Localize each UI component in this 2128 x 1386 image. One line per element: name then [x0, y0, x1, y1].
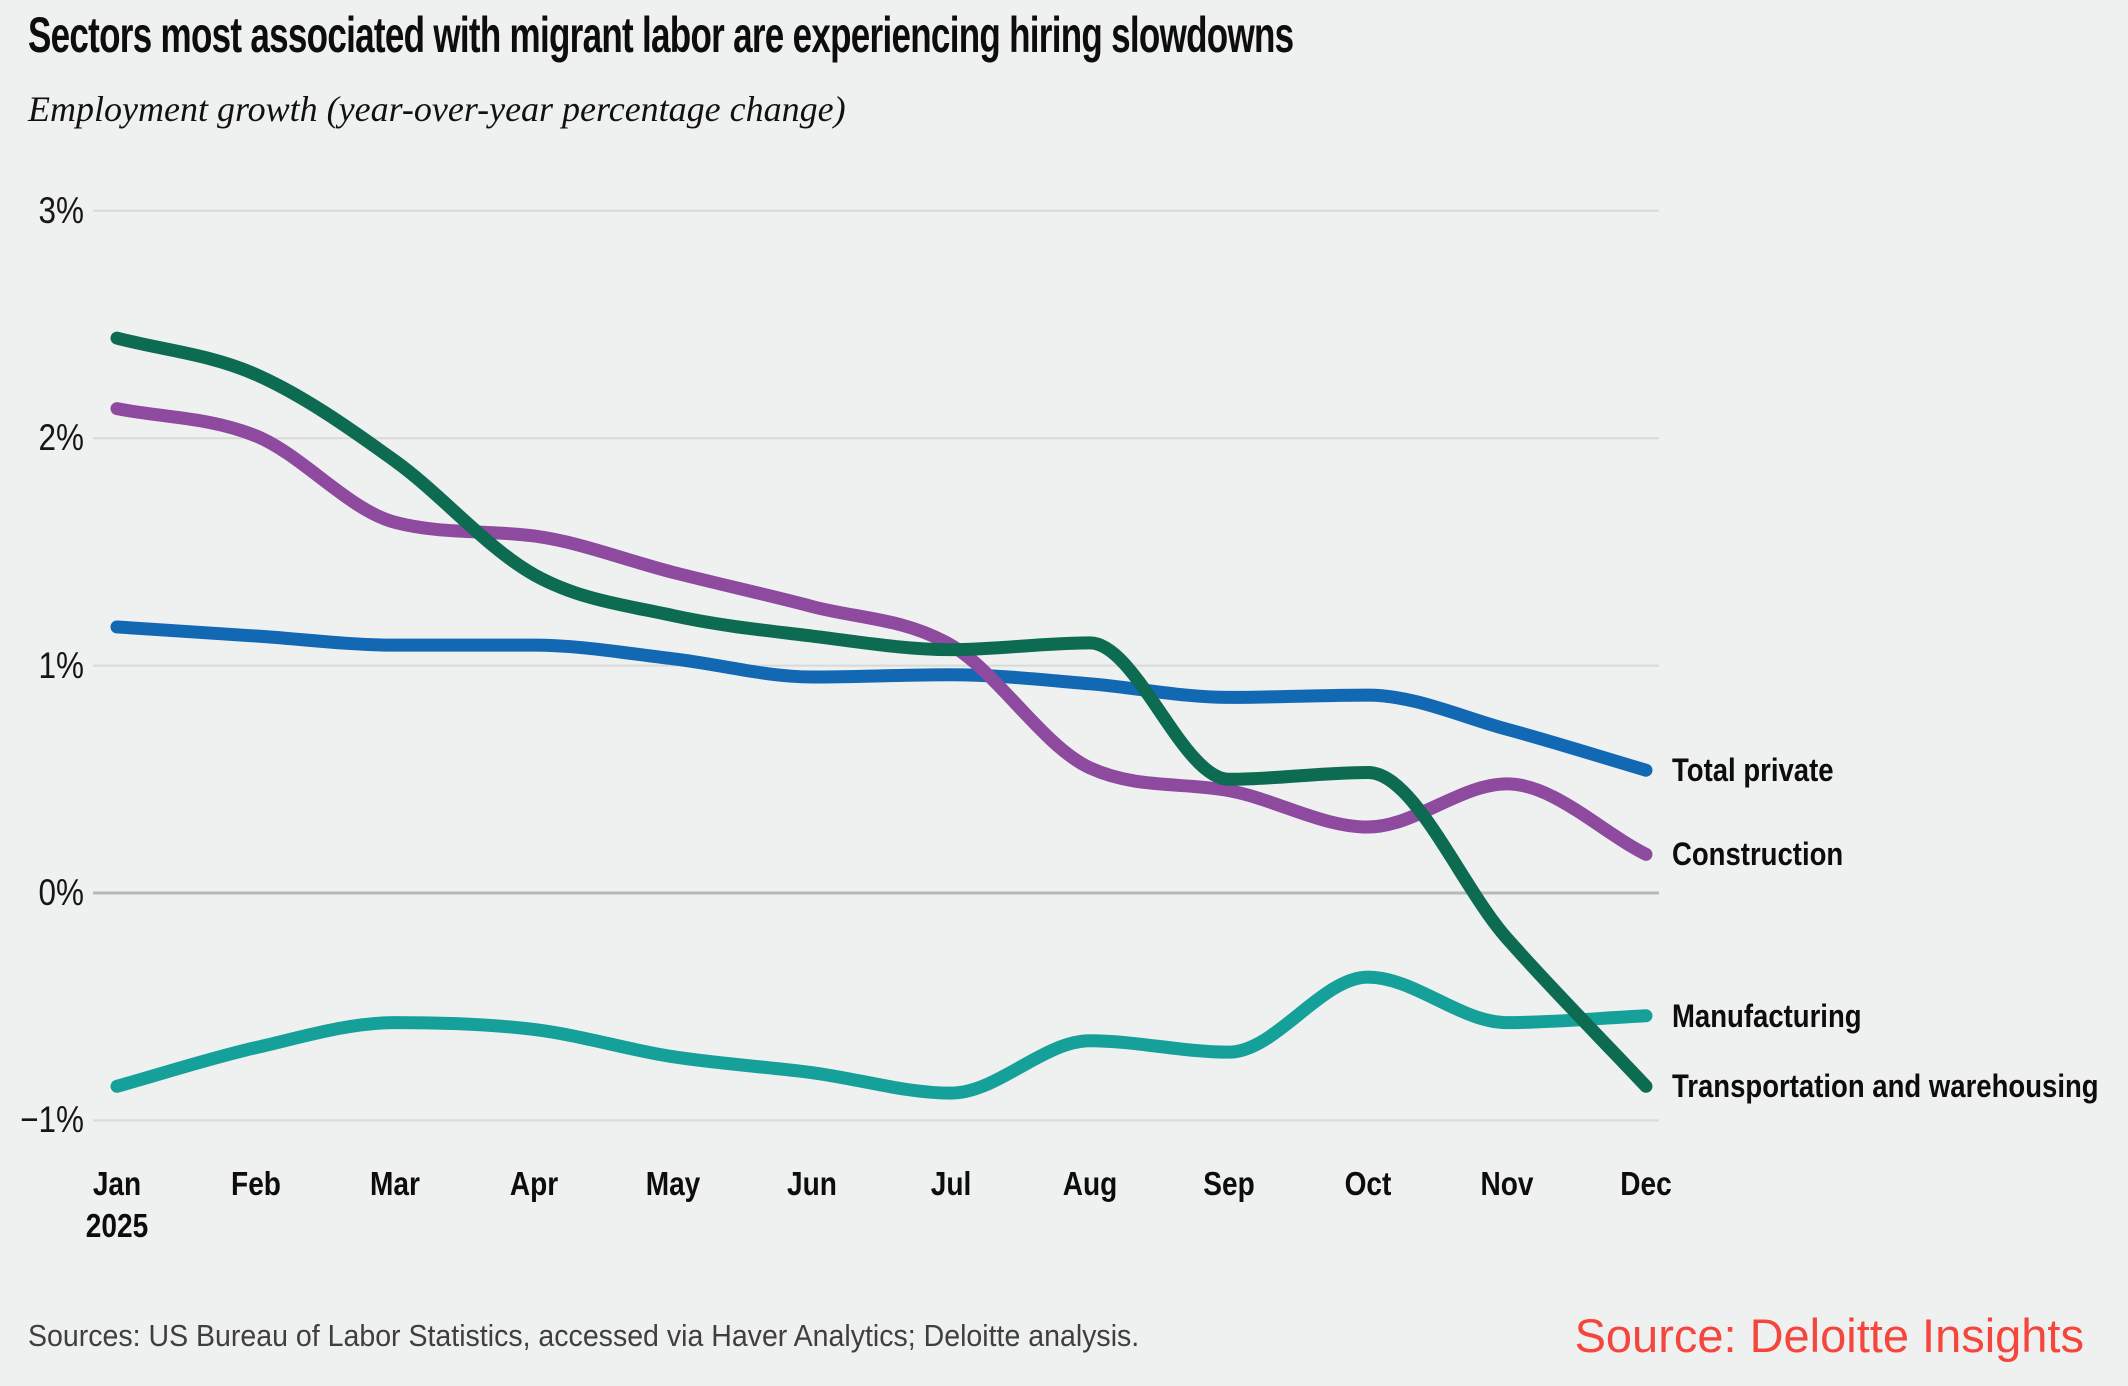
- series-line-construction: [110, 402, 1653, 861]
- x-tick-label-jan: Jan: [92, 1165, 142, 1202]
- series-line-transportation-and-warehousing: [110, 331, 1653, 1093]
- x-tick-label-feb: Feb: [231, 1165, 281, 1202]
- x-axis-year-label: 2025: [85, 1207, 149, 1244]
- x-tick-label-jul: Jul: [930, 1165, 972, 1202]
- attribution: Source: Deloitte Insights: [1574, 1309, 2084, 1362]
- series-label-total-private: Total private: [1672, 752, 1834, 789]
- series-label-transportation-and-warehousing: Transportation and warehousing: [1672, 1068, 2099, 1105]
- x-tick-label-may: May: [645, 1165, 701, 1202]
- y-tick-label-2: 2%: [38, 417, 84, 459]
- x-tick-label-nov: Nov: [1480, 1165, 1534, 1202]
- y-tick-label-1: −1%: [20, 1099, 84, 1141]
- y-tick-label-1: 1%: [38, 644, 84, 686]
- x-tick-label-mar: Mar: [370, 1165, 420, 1202]
- y-tick-label-3: 3%: [38, 189, 84, 231]
- x-tick-label-jun: Jun: [787, 1165, 837, 1202]
- x-tick-label-aug: Aug: [1062, 1165, 1118, 1202]
- series-label-construction: Construction: [1672, 836, 1844, 873]
- chart-title: Sectors most associated with migrant lab…: [28, 7, 1294, 63]
- source-note: Sources: US Bureau of Labor Statistics, …: [28, 1318, 1140, 1353]
- x-tick-label-dec: Dec: [1620, 1165, 1672, 1202]
- series-line-manufacturing: [110, 970, 1653, 1100]
- series-line-total-private: [110, 620, 1653, 777]
- series-label-manufacturing: Manufacturing: [1672, 997, 1862, 1034]
- x-tick-label-oct: Oct: [1344, 1165, 1392, 1202]
- x-tick-label-apr: Apr: [509, 1165, 559, 1202]
- x-tick-label-sep: Sep: [1203, 1165, 1255, 1202]
- y-tick-label-0: 0%: [38, 872, 84, 913]
- chart-subtitle: Employment growth (year-over-year percen…: [28, 89, 846, 129]
